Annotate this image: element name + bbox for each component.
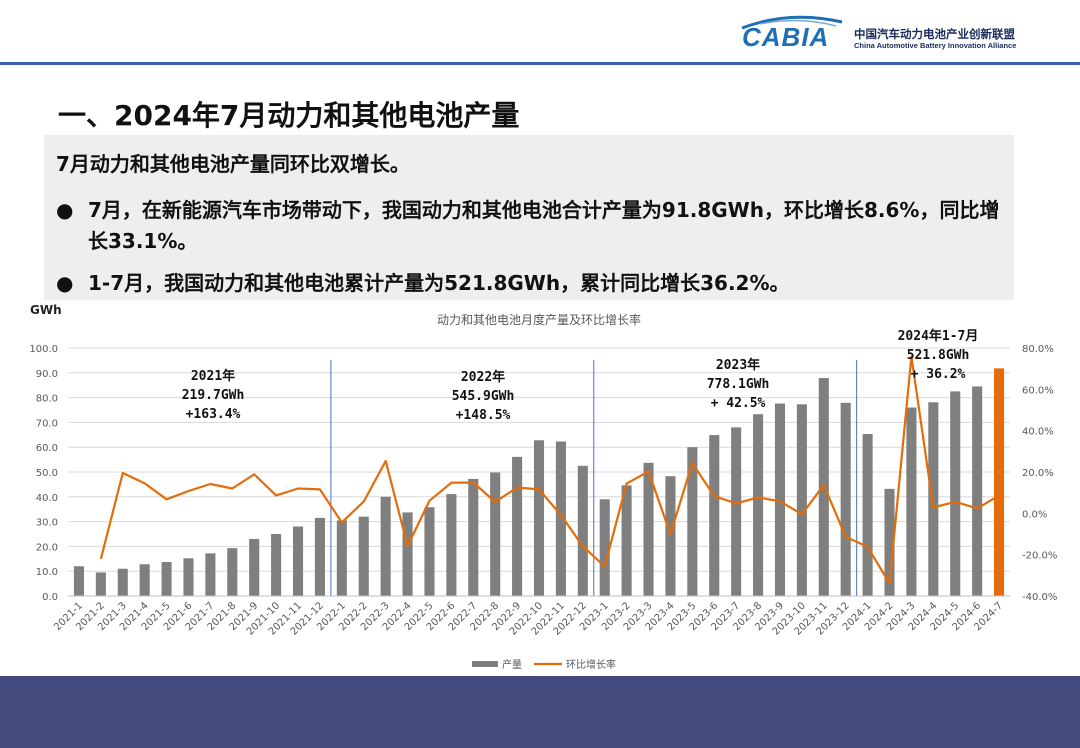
- annotation-growth: +163.4%: [186, 407, 241, 422]
- y-tick-label: 10.0: [36, 567, 58, 578]
- production-bar: [205, 553, 216, 596]
- production-bar: [731, 427, 742, 596]
- summary-box: [44, 135, 1014, 300]
- footer-band: [0, 676, 1080, 748]
- production-bar: [994, 368, 1005, 596]
- production-bar: [512, 456, 523, 596]
- page-title: 一、2024年7月动力和其他电池产量: [58, 99, 520, 132]
- production-bar: [271, 534, 282, 596]
- logo-text: CABIA: [742, 22, 830, 52]
- chart-title: 动力和其他电池月度产量及环比增长率: [437, 312, 641, 327]
- annotation-growth: +148.5%: [456, 408, 511, 423]
- y2-tick-label: -40.0%: [1022, 592, 1057, 603]
- production-bar: [468, 478, 479, 596]
- y2-tick-label: 20.0%: [1022, 468, 1054, 479]
- production-bar: [774, 403, 786, 596]
- production-bar: [687, 447, 698, 596]
- production-bar: [227, 548, 238, 596]
- production-bar: [796, 404, 807, 596]
- annotation-year: 2022年: [461, 369, 505, 385]
- production-chart: 0.0 10.0 20.0 30.0 40.0 50.0 60.0 70.0 80.0 90.0 1…: [29, 303, 1057, 671]
- annotation-growth: + 42.5%: [711, 396, 766, 411]
- y-tick-label: 30.0: [36, 518, 58, 529]
- production-bar: [884, 488, 895, 596]
- legend-label: 环比增长率: [566, 658, 616, 671]
- annotation-total: 545.9GWh: [452, 389, 515, 404]
- y2-tick-label: 80.0%: [1022, 344, 1054, 355]
- production-bar: [314, 517, 325, 596]
- production-bar: [643, 462, 654, 596]
- annotation-total: 219.7GWh: [182, 388, 245, 403]
- summary-subtitle: 7月动力和其他电池产量同环比双增长。: [56, 152, 410, 176]
- y-tick-label: 60.0: [36, 443, 58, 454]
- production-bar: [73, 566, 84, 596]
- production-bar: [402, 512, 413, 596]
- y-tick-label: 20.0: [36, 542, 58, 553]
- annotation-total: 521.8GWh: [907, 348, 970, 363]
- production-bar: [161, 562, 172, 596]
- y2-tick-label: 40.0%: [1022, 427, 1054, 438]
- bullet-text: 1-7月，我国动力和其他电池累计产量为521.8GWh，累计同比增长36.2%。: [88, 271, 790, 295]
- y-tick-label: 0.0: [42, 592, 58, 603]
- annotation-growth: + 36.2%: [911, 367, 966, 382]
- production-bar: [424, 507, 435, 596]
- production-bar: [577, 465, 588, 596]
- y-axis-label: GWh: [30, 303, 62, 317]
- production-bar: [139, 564, 150, 596]
- y-tick-label: 50.0: [36, 468, 58, 479]
- y2-tick-label: 60.0%: [1022, 385, 1054, 396]
- production-bar: [533, 440, 545, 596]
- y-tick-label: 90.0: [36, 369, 58, 380]
- production-bar: [380, 496, 391, 596]
- y-tick-label: 40.0: [36, 493, 58, 504]
- y-tick-label: 70.0: [36, 418, 58, 429]
- production-bar: [862, 434, 873, 596]
- production-bar: [292, 526, 304, 596]
- annotation-year: 2023年: [716, 357, 760, 373]
- bullet-dot: ●: [56, 271, 74, 295]
- production-bar: [446, 494, 457, 596]
- production-bar: [555, 441, 566, 596]
- mom-growth-line: [99, 355, 1000, 585]
- production-bar: [336, 520, 347, 596]
- bullet-dot: ●: [56, 198, 74, 222]
- legend-label: 产量: [502, 658, 522, 671]
- y2-tick-label: 0.0%: [1022, 509, 1047, 520]
- y-tick-label: 100.0: [29, 344, 58, 355]
- production-bar: [665, 476, 676, 596]
- annotation-year: 2024年1-7月: [898, 328, 979, 344]
- production-bar: [599, 499, 610, 596]
- annotation-total: 778.1GWh: [707, 377, 770, 392]
- production-bar: [249, 538, 260, 596]
- production-bar: [906, 407, 917, 596]
- production-bar: [490, 472, 501, 596]
- production-bar: [928, 402, 939, 596]
- production-bar: [95, 572, 106, 596]
- production-bar: [950, 391, 961, 596]
- y2-tick-label: -20.0%: [1022, 551, 1057, 562]
- cabia-logo-mark: [741, 15, 843, 30]
- production-bar: [709, 435, 720, 596]
- production-bar: [117, 568, 128, 596]
- production-bar: [972, 386, 983, 596]
- production-bar: [840, 402, 851, 596]
- production-bar: [183, 558, 194, 596]
- header-divider: [0, 62, 1080, 65]
- bullet-text: 7月，在新能源汽车市场带动下，我国动力和其他电池合计产量为91.8GWh，环比增…: [88, 198, 1000, 253]
- org-name-cn: 中国汽车动力电池产业创新联盟: [854, 27, 1015, 41]
- org-name-en: China Automotive Battery Innovation Alli…: [854, 41, 1017, 50]
- legend-swatch-production: [472, 661, 498, 667]
- annotation-year: 2021年: [191, 368, 235, 384]
- production-bar: [753, 414, 764, 596]
- production-bar: [358, 516, 369, 596]
- production-bar: [621, 485, 632, 596]
- y-tick-label: 80.0: [36, 394, 58, 405]
